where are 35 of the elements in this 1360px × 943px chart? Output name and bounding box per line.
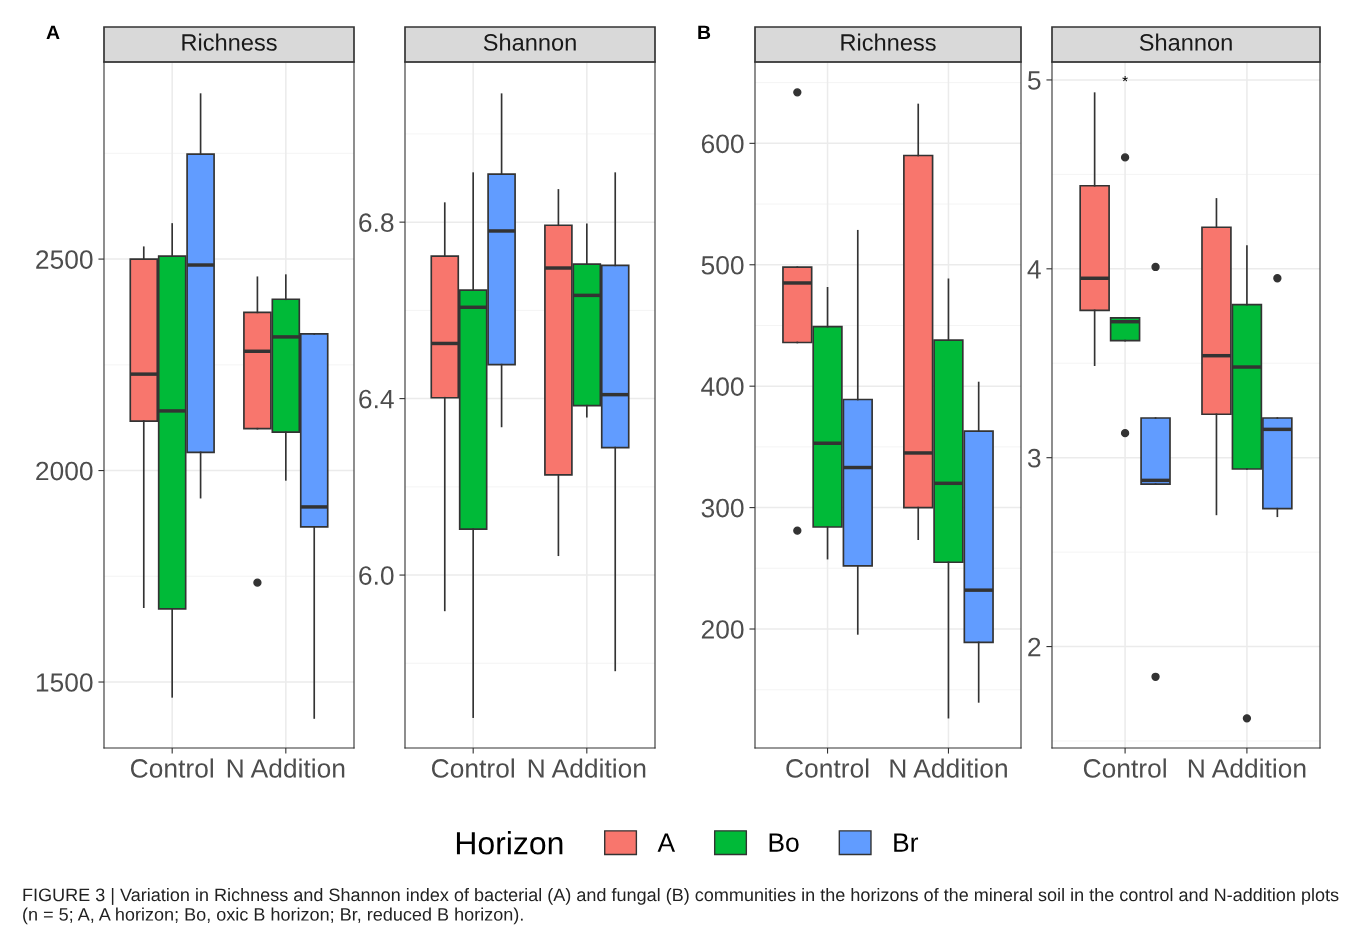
legend-label: A bbox=[657, 833, 676, 852]
x-tick-label: Control bbox=[786, 758, 869, 778]
y-tick-label: 2000 bbox=[36, 461, 93, 481]
y-tick-label: 1500 bbox=[36, 673, 93, 692]
chart-title: Shannon bbox=[483, 33, 576, 51]
y-tick-label: 2500 bbox=[36, 250, 93, 269]
chart-title: Shannon bbox=[1139, 33, 1232, 51]
chart-title: Richness bbox=[841, 33, 936, 51]
y-tick-label: 4 bbox=[1027, 260, 1041, 279]
x-tick-label: N Addition bbox=[1188, 758, 1306, 778]
y-tick-label: 500 bbox=[701, 255, 744, 275]
x-tick-label: Control bbox=[1083, 758, 1166, 778]
text: A bbox=[46, 25, 60, 40]
caption: FIGURE 3 | Variation in Richness and Shannon index of bacterial (A) and fungal (B) communities in the horizons of the mineral soil in the control and N-addition plots (n = 5; A, A horizon; Bo, oxic B horizon; Br, reduced B horizon). bbox=[23, 888, 1339, 925]
y-tick-label: 6.8 bbox=[359, 213, 394, 232]
y-tick-label: 300 bbox=[701, 498, 744, 518]
y-tick-label: 3 bbox=[1027, 448, 1041, 468]
text: B bbox=[698, 25, 711, 40]
x-tick-label: N Addition bbox=[227, 758, 345, 778]
legend-title: Horizon bbox=[456, 831, 563, 855]
legend-label: Bo bbox=[769, 833, 799, 852]
y-tick-label: 400 bbox=[701, 377, 744, 396]
x-tick-label: Control bbox=[431, 758, 514, 778]
y-tick-label: 6.4 bbox=[359, 389, 394, 409]
y-tick-label: 2 bbox=[1028, 637, 1041, 657]
x-tick-label: Control bbox=[130, 758, 213, 778]
y-tick-label: 5 bbox=[1027, 71, 1041, 90]
chart-title: Richness bbox=[182, 33, 277, 51]
y-tick-label: 600 bbox=[701, 134, 744, 154]
legend-label: Br bbox=[894, 833, 919, 852]
annotation: * bbox=[1122, 76, 1128, 82]
y-tick-label: 6.0 bbox=[359, 566, 394, 585]
x-tick-label: N Addition bbox=[890, 758, 1007, 778]
x-tick-label: N Addition bbox=[528, 758, 646, 778]
y-tick-label: 200 bbox=[701, 620, 744, 639]
